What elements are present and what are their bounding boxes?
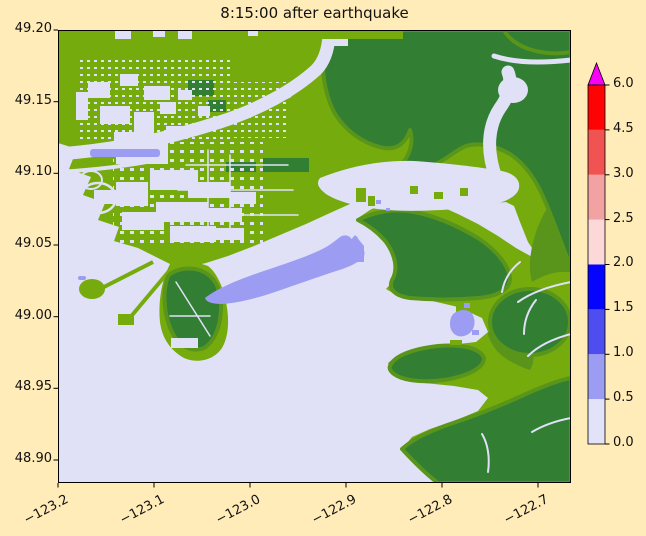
axes-frame <box>58 30 571 483</box>
ferry-jetty <box>97 260 154 292</box>
plot-title: 8:15:00 after earthquake <box>220 4 409 22</box>
x-tick-label: −123.1 <box>117 492 168 528</box>
port-terminal <box>118 314 134 325</box>
colorbar-tick-label: 6.0 <box>613 76 634 91</box>
x-tick-label: −122.8 <box>405 492 456 528</box>
colorbar-segment <box>588 309 605 355</box>
bay-surge-triangle <box>328 235 364 262</box>
colorbar-tick-label: 0.0 <box>613 435 634 450</box>
mud-bay-surge <box>205 235 365 304</box>
colorbar-segment <box>588 219 605 265</box>
river-valley <box>483 65 517 185</box>
y-tick-label: 49.15 <box>14 93 52 108</box>
colorbar-tick-marks <box>605 84 610 445</box>
y-tick-label: 49.00 <box>14 308 52 323</box>
y-tick-label: 48.95 <box>14 379 52 394</box>
south-upland <box>400 376 571 483</box>
x-tick-marks <box>57 483 539 488</box>
colorbar-tick-label: 1.0 <box>613 345 634 360</box>
y-tick-label: 49.10 <box>14 164 52 179</box>
ferry-terminal <box>79 279 105 299</box>
corner-upland <box>502 30 571 56</box>
colorbar-tick-label: 3.0 <box>613 166 634 181</box>
colorbar-tick-label: 2.5 <box>613 211 634 226</box>
y-tick-label: 49.05 <box>14 236 52 251</box>
corner-arc-channel <box>491 53 571 65</box>
colorbar-segment <box>588 174 605 220</box>
x-tick-label: −123.0 <box>213 492 264 528</box>
east-upland-lobe <box>488 287 571 357</box>
y-tick-label: 49.20 <box>14 21 52 36</box>
southshore-upland <box>356 208 512 302</box>
colorbar-segment <box>588 85 605 130</box>
flats-islets <box>318 30 468 345</box>
x-tick-label: −122.7 <box>501 492 552 528</box>
semiahmoo-peninsula <box>387 343 486 384</box>
surge-patches <box>78 149 479 337</box>
x-tick-label: −123.2 <box>21 492 72 528</box>
urban-texture <box>76 58 288 246</box>
port-jetty <box>126 268 172 322</box>
colorbar-segment <box>588 354 605 400</box>
colorbar-segment <box>588 129 605 175</box>
colorbar-segment <box>588 399 605 444</box>
x-tick-label: −122.9 <box>309 492 360 528</box>
colorbar-tick-label: 4.5 <box>613 121 634 136</box>
colorbar-tick-label: 0.5 <box>613 390 634 405</box>
semiahmoo-surge <box>450 310 475 337</box>
y-tick-label: 48.90 <box>14 451 52 466</box>
colorbar-tick-label: 2.0 <box>613 255 634 270</box>
colorbar-outline <box>587 84 606 445</box>
colorbar-over-triangle <box>587 61 606 86</box>
map-plot <box>58 30 571 483</box>
colorbar-tick-label: 1.5 <box>613 300 634 315</box>
colorbar-segment <box>588 264 605 310</box>
colorbar <box>587 61 610 445</box>
